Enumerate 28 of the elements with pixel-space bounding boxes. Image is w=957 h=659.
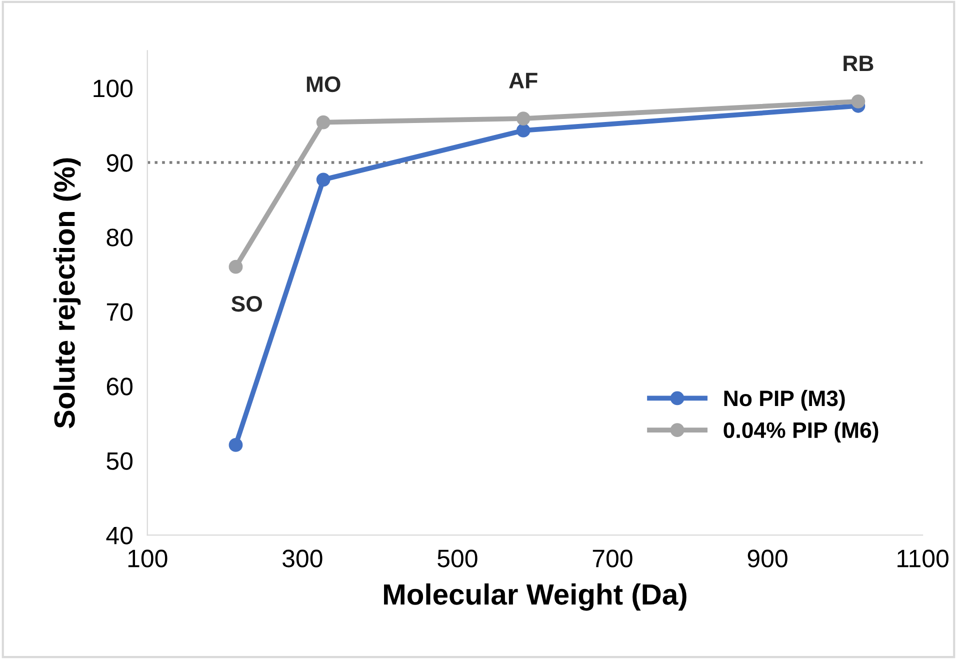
x-tick-label: 1100	[898, 550, 948, 568]
y-tick-label: 100	[94, 80, 133, 98]
point	[516, 112, 530, 126]
point	[516, 124, 530, 138]
x-tick-label: 100	[128, 550, 168, 568]
annotation: SO	[231, 296, 262, 312]
y-tick-label: 70	[106, 303, 133, 321]
y-tick-label: 40	[106, 526, 133, 544]
y-tick-label: 80	[106, 228, 133, 246]
x-tick-label: 500	[438, 550, 478, 568]
legend-label: 0.04% PIP (M6)	[724, 422, 878, 442]
x-tick-label: 900	[748, 550, 788, 568]
x-axis-title: Molecular Weight (Da)	[384, 583, 686, 611]
point	[851, 94, 866, 108]
point	[316, 115, 330, 130]
point	[228, 438, 243, 452]
annotation: AF	[509, 72, 538, 88]
y-tick-label: 50	[106, 452, 133, 470]
annotation: RB	[844, 56, 874, 72]
point	[316, 172, 330, 187]
annotation: MO	[306, 76, 340, 92]
x-tick-label: 300	[282, 550, 322, 568]
point	[228, 260, 243, 274]
y-tick-label: 90	[106, 154, 133, 172]
y-axis-title: Solute rejection (%)	[53, 158, 81, 428]
legend-label: No PIP (M3)	[724, 390, 845, 411]
y-tick-label: 60	[106, 378, 133, 396]
x-tick-label: 700	[592, 550, 632, 568]
